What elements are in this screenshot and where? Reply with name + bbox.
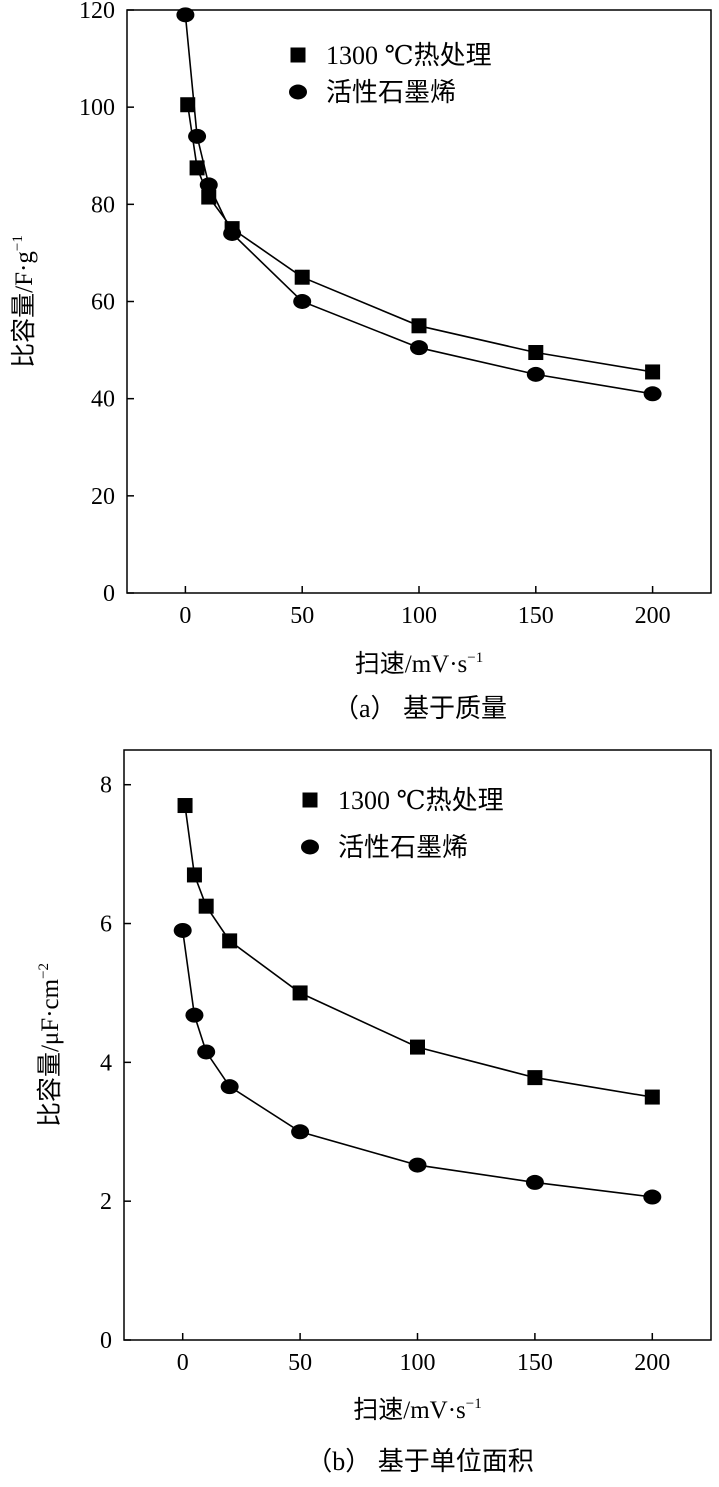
legend-label: 1300 ℃热处理 xyxy=(338,786,504,815)
square-marker xyxy=(294,269,310,285)
series-line xyxy=(184,14,653,395)
diamond-marker xyxy=(199,177,218,193)
square-marker xyxy=(302,792,318,808)
series-activated-graphene xyxy=(173,922,662,1205)
diamond-marker xyxy=(176,7,195,23)
y-tick-label: 0 xyxy=(103,581,115,607)
y-tick-label: 100 xyxy=(79,95,115,121)
square-marker xyxy=(180,97,196,113)
diamond-marker xyxy=(220,1079,239,1095)
legend-label: 活性石墨烯 xyxy=(326,78,456,107)
diamond-marker xyxy=(293,294,312,309)
x-tick-label: 150 xyxy=(518,603,554,629)
y-tick-label: 0 xyxy=(100,1328,112,1354)
x-tick-label: 200 xyxy=(635,603,671,629)
square-marker xyxy=(177,798,193,814)
figure-caption: （a） 基于质量 xyxy=(333,694,507,723)
y-tick-label: 120 xyxy=(79,0,115,24)
chart-a-mass: 0 50 100 150 200 0 20 40 60 80 100 120 扫速/mV·s−1 比容量/… xyxy=(10,0,712,723)
square-marker xyxy=(527,1070,543,1086)
x-axis-label-superscript: −1 xyxy=(466,1396,482,1412)
diamond-marker xyxy=(643,386,662,402)
x-tick-label: 200 xyxy=(634,1350,670,1376)
diamond-marker xyxy=(223,225,242,241)
series-line xyxy=(181,930,653,1198)
x-tick-label: 100 xyxy=(401,603,437,629)
square-marker xyxy=(644,1089,660,1105)
x-tick-label: 50 xyxy=(288,1350,312,1376)
y-tick-label: 2 xyxy=(100,1189,112,1215)
chart-b-area: 0 50 100 150 200 0 2 4 6 8 扫速/mV·s−1 比容量/μF·cm−2 130… xyxy=(36,749,712,1476)
y-axis-label-superscript: −1 xyxy=(10,235,26,251)
y-axis-label: 比容量/F·g−1 xyxy=(10,235,38,368)
y-tick-label: 60 xyxy=(91,290,115,316)
square-marker xyxy=(528,345,544,361)
x-axis-label: 扫速/mV·s−1 xyxy=(353,1396,481,1424)
diamond-marker xyxy=(173,922,192,938)
x-tick-label: 100 xyxy=(400,1350,436,1376)
y-tick-label: 40 xyxy=(91,387,115,413)
figure-caption: （b） 基于单位面积 xyxy=(306,1447,534,1476)
diamond-marker xyxy=(291,1124,310,1140)
square-marker xyxy=(186,867,202,883)
y-tick-label: 6 xyxy=(100,912,112,938)
square-marker xyxy=(410,1039,425,1055)
series-activated-graphene xyxy=(176,7,662,402)
diamond-marker xyxy=(197,1044,216,1060)
diamond-marker xyxy=(301,839,319,855)
y-tick-label: 8 xyxy=(100,773,112,799)
square-marker xyxy=(222,933,238,949)
square-marker xyxy=(198,898,214,914)
square-marker xyxy=(292,985,308,1001)
series-heat-treated xyxy=(180,97,661,380)
x-axis-label-superscript: −1 xyxy=(467,650,483,666)
x-axis-label: 扫速/mV·s−1 xyxy=(355,650,483,678)
y-tick-label: 20 xyxy=(91,484,115,510)
diamond-marker xyxy=(410,340,428,356)
diamond-marker xyxy=(525,1174,544,1190)
diamond-marker xyxy=(289,84,307,100)
square-marker xyxy=(189,160,205,176)
y-axis-label: 比容量/μF·cm−2 xyxy=(36,963,64,1127)
y-tick-label: 4 xyxy=(100,1050,112,1076)
diamond-marker xyxy=(526,366,545,382)
diamond-marker xyxy=(185,1007,204,1023)
legend-label: 1300 ℃热处理 xyxy=(326,41,492,70)
diamond-marker xyxy=(408,1157,427,1173)
square-marker xyxy=(645,364,661,380)
square-marker xyxy=(290,47,306,63)
x-tick-label: 0 xyxy=(179,603,191,629)
diamond-marker xyxy=(643,1189,662,1205)
x-tick-label: 150 xyxy=(517,1350,553,1376)
x-tick-label: 50 xyxy=(290,603,314,629)
x-tick-label: 0 xyxy=(177,1350,189,1376)
y-axis-label-superscript: −2 xyxy=(36,963,52,979)
square-marker xyxy=(411,318,427,334)
diamond-marker xyxy=(188,128,207,144)
series-heat-treated xyxy=(177,798,660,1105)
legend-label: 活性石墨烯 xyxy=(338,833,468,862)
y-tick-label: 80 xyxy=(91,192,115,218)
